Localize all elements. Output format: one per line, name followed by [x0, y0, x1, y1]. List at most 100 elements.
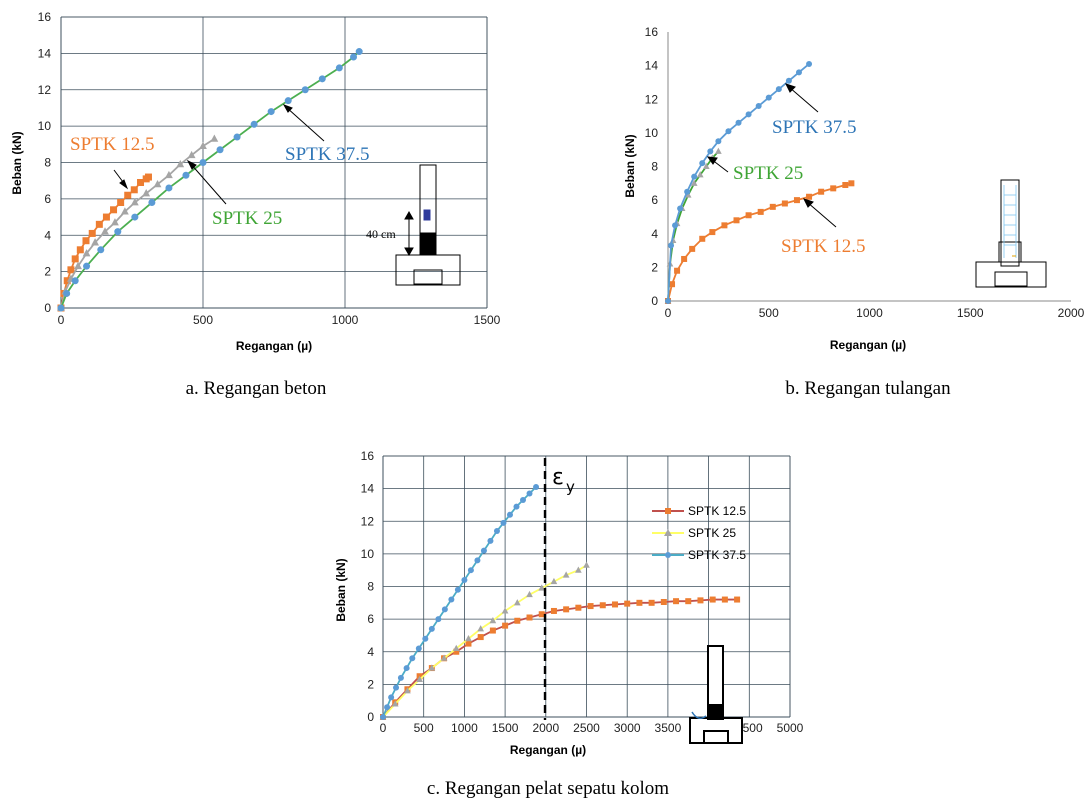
x-tick-label: 0 — [58, 313, 65, 327]
data-point-sptk-37-5 — [415, 645, 422, 652]
chart-b-regangan-tulangan: 0 500 1000 1500 2000 0 2 4 6 8 10 12 14 16 Regangan (… — [623, 25, 1085, 399]
data-point-sptk-25 — [465, 634, 472, 642]
data-point-sptk-37-5 — [480, 547, 487, 554]
data-point-sptk-12-5 — [477, 634, 484, 641]
data-point-sptk-37-5 — [355, 48, 363, 56]
y-tick-label: 6 — [44, 192, 51, 206]
legend-label: SPTK 25 — [688, 526, 736, 540]
chart-c-xlabel: Regangan (µ) — [510, 743, 586, 757]
y-tick-label: 10 — [38, 119, 52, 133]
y-tick-label: 10 — [645, 126, 659, 140]
data-point-sptk-12-5 — [82, 237, 90, 245]
arrow-line-b3 — [806, 201, 837, 228]
legend-marker — [665, 552, 671, 558]
x-tick-label: 1000 — [332, 313, 359, 327]
data-point-sptk-37-5 — [71, 277, 79, 285]
data-point-sptk-25 — [562, 571, 570, 578]
data-point-sptk-12-5 — [709, 229, 716, 236]
x-tick-label: 1500 — [474, 313, 501, 327]
y-tick-label: 12 — [38, 83, 52, 97]
data-point-sptk-25 — [165, 170, 173, 179]
chart-a-ylabel: Beban (kN) — [10, 131, 24, 194]
specimen-schematic-b — [975, 179, 1047, 288]
data-point-sptk-37-5 — [448, 596, 455, 603]
data-point-sptk-25 — [696, 171, 704, 178]
legend-label: SPTK 37.5 — [688, 548, 746, 562]
data-point-sptk-12-5 — [563, 606, 570, 613]
label-sptk-37-5: SPTK 37.5 — [285, 144, 369, 165]
data-point-sptk-37-5 — [250, 120, 258, 128]
y-tick-label: 12 — [645, 92, 659, 106]
label-sptk-25-b: SPTK 25 — [733, 163, 803, 184]
x-tick-label: 1500 — [957, 306, 984, 320]
data-point-sptk-37-5 — [233, 133, 241, 141]
arrow-head-a3 — [282, 104, 293, 113]
data-point-sptk-12-5 — [757, 208, 764, 215]
data-point-sptk-12-5 — [648, 599, 655, 606]
x-tick-label: 3000 — [614, 721, 641, 735]
data-point-sptk-12-5 — [102, 213, 110, 221]
data-point-sptk-37-5 — [301, 86, 309, 94]
arrow-head-b3 — [803, 198, 814, 208]
series-line-sptk-25 — [382, 564, 587, 718]
data-point-sptk-37-5 — [493, 528, 500, 535]
data-point-sptk-37-5 — [668, 242, 675, 249]
data-point-sptk-12-5 — [502, 622, 509, 629]
data-point-sptk-12-5 — [453, 648, 460, 655]
data-point-sptk-37-5 — [199, 159, 207, 166]
y-tick-label: 0 — [44, 301, 51, 315]
data-point-sptk-25 — [74, 261, 82, 270]
data-point-sptk-25 — [82, 249, 91, 257]
data-point-sptk-37-5 — [182, 171, 190, 179]
caption-c: c. Regangan pelat sepatu kolom — [427, 778, 669, 799]
data-point-sptk-12-5 — [673, 598, 680, 605]
data-point-sptk-25 — [391, 700, 399, 707]
data-point-sptk-37-5 — [428, 625, 435, 632]
legend-marker — [665, 508, 671, 514]
data-point-sptk-12-5 — [709, 596, 716, 603]
data-point-sptk-37-5 — [461, 576, 468, 583]
data-point-sptk-25 — [489, 617, 497, 624]
data-point-sptk-12-5 — [674, 267, 681, 274]
data-point-sptk-37-5 — [513, 503, 520, 510]
data-point-sptk-12-5 — [575, 604, 582, 611]
data-point-sptk-37-5 — [388, 694, 395, 701]
data-point-sptk-12-5 — [76, 246, 84, 254]
data-point-sptk-12-5 — [550, 607, 557, 614]
data-point-sptk-37-5 — [403, 665, 410, 672]
data-point-sptk-37-5 — [441, 606, 448, 613]
data-point-sptk-37-5 — [699, 160, 706, 167]
chart-b-ylabel: Beban (kN) — [623, 134, 637, 197]
data-point-sptk-12-5 — [63, 277, 71, 285]
data-point-sptk-37-5 — [350, 53, 358, 61]
data-point-sptk-12-5 — [830, 185, 837, 192]
data-point-sptk-37-5 — [533, 483, 540, 490]
y-tick-label: 12 — [361, 514, 375, 528]
yield-strain-subscript: y — [566, 478, 575, 496]
data-point-sptk-25 — [501, 607, 509, 614]
data-point-sptk-25 — [142, 189, 151, 197]
data-point-sptk-37-5 — [500, 519, 507, 526]
data-point-sptk-37-5 — [216, 146, 224, 154]
x-tick-label: 2500 — [573, 721, 600, 735]
data-point-sptk-37-5 — [57, 304, 65, 312]
data-point-sptk-25 — [428, 664, 436, 671]
y-tick-label: 4 — [651, 227, 658, 241]
data-point-sptk-12-5 — [689, 245, 696, 252]
data-point-sptk-12-5 — [636, 599, 643, 606]
data-point-sptk-25 — [477, 625, 485, 632]
y-tick-label: 16 — [38, 10, 52, 24]
data-point-sptk-37-5 — [684, 188, 691, 195]
data-point-sptk-12-5 — [137, 179, 145, 187]
data-point-sptk-25 — [91, 238, 99, 246]
data-point-sptk-37-5 — [506, 511, 513, 518]
data-point-sptk-37-5 — [267, 108, 275, 116]
chart-a-regangan-beton: 0 500 1000 1500 0 2 4 6 8 10 12 14 16 Regangan (µ) B… — [10, 10, 501, 399]
y-tick-label: 14 — [38, 46, 52, 60]
x-tick-label: 0 — [380, 721, 387, 735]
data-point-sptk-12-5 — [587, 603, 594, 610]
data-point-sptk-25 — [526, 590, 533, 598]
data-point-sptk-25 — [121, 207, 129, 215]
x-tick-label: 1500 — [492, 721, 519, 735]
data-point-sptk-25 — [440, 654, 448, 661]
